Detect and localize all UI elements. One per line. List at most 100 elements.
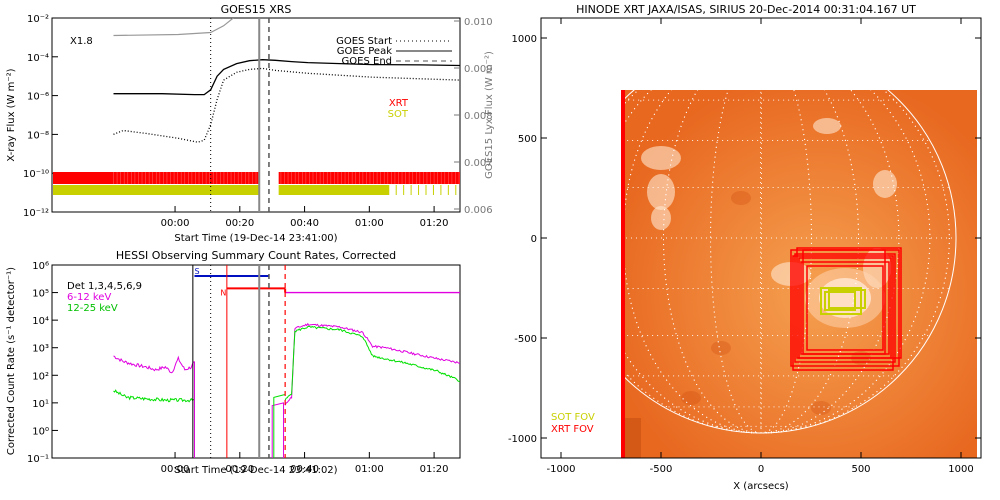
dark-region	[731, 191, 751, 205]
xrt-y-ticks: 1000 500 0 -500 -1000	[508, 34, 981, 445]
goes-ytick-label: 10⁻⁴	[27, 53, 49, 64]
sot-fov-box	[820, 287, 862, 315]
sot-fov-box	[828, 289, 866, 309]
goes-ytick-label: 10⁻²	[27, 14, 49, 25]
goes-legend: GOES Start GOES Peak GOES End XRT SOT	[336, 36, 452, 120]
goes-xtick-label: 01:00	[355, 218, 384, 229]
hessi-xtick-label: 00:40	[290, 464, 319, 475]
hessi-ytick-label: 10⁰	[32, 426, 49, 437]
goes-x-ticks: 00:00 00:20 00:40 01:00 01:20	[161, 206, 449, 229]
legend-goes-start: GOES Start	[336, 36, 392, 47]
sot-obs-bar	[53, 185, 260, 195]
goes-xtick-label: 01:20	[420, 218, 449, 229]
xrt-xtick-label: 0	[758, 464, 764, 475]
hessi-xtick-label: 00:00	[161, 464, 190, 475]
goes-ytick-label: 10⁻¹⁰	[23, 169, 49, 180]
legend-goes-peak: GOES Peak	[337, 46, 392, 57]
xrt-fov-box	[802, 249, 886, 355]
goes-panel: GOES15 XRS 10⁻² 10⁻⁴ 10⁻⁶ 10⁻⁸ 10⁻¹⁰ 10⁻¹² 0.…	[6, 3, 495, 244]
longitude-line	[710, 42, 812, 434]
legend-goes-end: GOES End	[342, 56, 392, 67]
xrt-image-panel: HINODE XRT JAXA/ISAS, SIRIUS 20-Dec-2014…	[508, 3, 982, 492]
goes-series-gray	[113, 18, 234, 37]
fov-boxes	[790, 247, 902, 371]
hessi-ytick-label: 10⁵	[32, 289, 49, 300]
hessi-y-ticks: 10⁶ 10⁵ 10⁴ 10³ 10² 10¹ 10⁰ 10⁻¹	[27, 261, 58, 465]
xrt-xtick-label: 500	[851, 464, 870, 475]
goes-y2-label: GOES15 Lyx Flux (W m⁻²)	[484, 51, 495, 179]
sot-fov-box	[824, 291, 856, 311]
xrt-xtick-label: 1000	[948, 464, 973, 475]
xrt-x-label: X (arcsecs)	[733, 481, 789, 492]
goes-xtick-label: 00:40	[290, 218, 319, 229]
hessi-x-ticks: 00:00 00:20 00:40 01:00 01:20	[161, 452, 449, 475]
hessi-ytick-label: 10³	[32, 344, 49, 355]
hessi-gap-segment	[271, 402, 285, 458]
xrt-ytick-label: -500	[514, 334, 537, 345]
xrt-fov-box	[792, 255, 894, 371]
flare-class-label: X1.8	[70, 36, 93, 47]
goes-y-ticks: 10⁻² 10⁻⁴ 10⁻⁶ 10⁻⁸ 10⁻¹⁰ 10⁻¹²	[23, 14, 58, 219]
xrt-obs-bar	[278, 172, 460, 184]
bright-region	[647, 174, 675, 210]
legend-sot: SOT	[388, 109, 409, 120]
goes-y2-ticks: 0.010 0.009 0.008 0.007 0.006	[454, 17, 493, 216]
goes-y2tick-label: 0.009	[464, 64, 493, 75]
hessi-xtick-label: 01:20	[420, 464, 449, 475]
goes-xtick-label: 00:20	[225, 218, 254, 229]
hessi-6-12-line	[284, 322, 460, 406]
dark-region	[681, 391, 701, 405]
hessi-panel: HESSI Observing Summary Count Rates, Cor…	[6, 249, 461, 476]
xrt-fov-box	[794, 253, 896, 363]
hessi-6-12-line	[113, 355, 195, 374]
xrt-fov-box	[796, 247, 902, 359]
xrt-ytick-label: -1000	[508, 434, 537, 445]
hessi-ytick-label: 10²	[32, 371, 49, 382]
hessi-legend: Det 1,3,4,5,6,9 6-12 keV 12-25 keV	[67, 281, 142, 314]
goes-ytick-label: 10⁻⁶	[27, 92, 49, 103]
dark-corner	[621, 418, 641, 458]
legend-det: Det 1,3,4,5,6,9	[67, 281, 142, 292]
legend-6-12: 6-12 keV	[67, 292, 111, 303]
hessi-series	[113, 265, 460, 458]
hessi-12-25-line	[113, 389, 195, 403]
xrt-x-ticks: -1000 -500 0 500 1000	[546, 18, 974, 475]
goes-title: GOES15 XRS	[221, 3, 292, 16]
hessi-12-25-line	[284, 325, 460, 401]
hessi-y-label: Corrected Count Rate (s⁻¹ detector⁻¹)	[6, 267, 17, 455]
goes-y2tick-label: 0.010	[464, 17, 493, 28]
xrt-fov-box	[806, 265, 884, 351]
goes-ytick-label: 10⁻⁸	[27, 130, 49, 141]
longitude-line	[663, 42, 859, 434]
goes-series-dotted	[113, 67, 460, 143]
dark-region	[811, 401, 831, 415]
hessi-ytick-label: 10⁴	[32, 316, 49, 327]
hessi-frame	[51, 264, 461, 459]
solar-limb	[565, 42, 957, 434]
xrt-ytick-label: 500	[518, 134, 537, 145]
bright-region	[873, 170, 897, 198]
xrt-xtick-label: -500	[650, 464, 673, 475]
legend-sot-fov: SOT FOV	[551, 412, 595, 423]
hessi-gap-segment	[273, 394, 285, 458]
hessi-ytick-label: 10¹	[32, 399, 49, 410]
hessi-flag-n: N	[220, 288, 226, 297]
xrt-ytick-label: 0	[531, 234, 537, 245]
goes-y2tick-label: 0.008	[464, 111, 493, 122]
sot-obs-bar	[278, 185, 389, 195]
hessi-xtick-label: 00:20	[225, 464, 254, 475]
xrt-ytick-label: 1000	[512, 34, 537, 45]
hessi-title: HESSI Observing Summary Count Rates, Cor…	[116, 249, 396, 262]
legend-xrt-fov: XRT FOV	[551, 424, 594, 435]
goes-series-solid	[113, 59, 460, 96]
goes-ytick-label: 10⁻¹²	[23, 208, 49, 219]
hessi-ytick-label: 10⁻¹	[27, 454, 49, 465]
bright-region	[651, 206, 671, 230]
xrt-obs-bar	[53, 172, 260, 184]
xrt-title: HINODE XRT JAXA/ISAS, SIRIUS 20-Dec-2014…	[576, 3, 916, 16]
goes-xrt-sot-obs-bars	[53, 172, 460, 195]
bright-region	[641, 146, 681, 170]
legend-xrt: XRT	[389, 98, 409, 109]
hessi-flags: SN	[194, 265, 287, 458]
